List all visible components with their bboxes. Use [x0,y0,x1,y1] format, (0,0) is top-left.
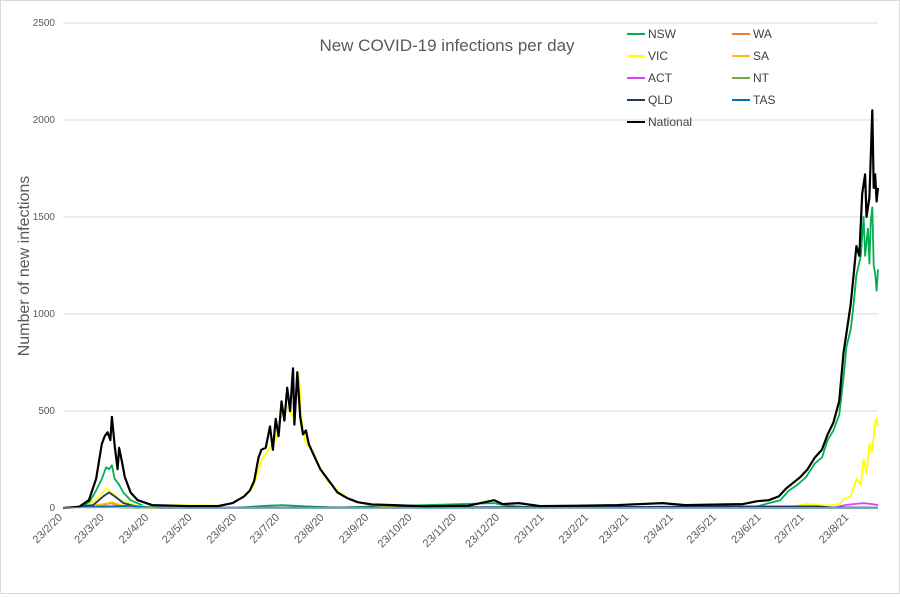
legend-item-act: ACT [627,71,673,85]
y-tick-label: 2000 [33,115,56,126]
legend-item-national: National [627,115,692,129]
y-tick-label: 2500 [33,18,56,29]
series-line-nsw [62,206,879,509]
legend-item-vic: VIC [627,49,668,63]
legend-item-tas: TAS [732,93,775,107]
x-tick-label: 23/8/21 [817,512,851,546]
legend: NSW WA VIC SA ACT NT QLD TAS National [627,27,775,129]
x-tick-label: 23/8/20 [292,512,326,546]
legend-item-qld: QLD [627,93,673,107]
x-tick-label: 23/2/21 [557,512,591,546]
legend-label: NSW [648,27,677,41]
series-line-qld [62,491,879,509]
series-lines [62,109,880,510]
legend-label: ACT [648,71,673,85]
legend-label: NT [753,71,770,85]
y-tick-label: 500 [38,406,55,417]
legend-item-wa: WA [732,27,772,41]
x-tick-label: 23/10/20 [376,512,415,551]
x-tick-label: 23/7/21 [772,512,806,546]
x-tick-label: 23/3/20 [72,512,106,546]
y-tick-labels: 0 500 1000 1500 2000 2500 [33,18,56,514]
series-line-national [62,109,880,510]
x-tick-labels: 23/2/20 23/3/20 23/4/20 23/5/20 23/6/20 23/7/… [31,512,852,551]
x-tick-label: 23/6/20 [205,512,239,546]
legend-label: VIC [648,49,668,63]
series-line-vic [62,371,879,509]
legend-label: National [648,115,692,129]
x-tick-label: 23/11/20 [421,512,459,550]
legend-label: QLD [648,93,673,107]
legend-label: WA [753,27,772,41]
x-tick-label: 23/5/20 [160,512,194,546]
gridlines [63,22,878,412]
x-tick-label: 23/7/20 [248,512,282,546]
x-tick-label: 23/1/21 [512,512,546,546]
legend-item-nt: NT [732,71,770,85]
x-tick-label: 23/12/20 [463,512,502,551]
x-tick-label: 23/3/21 [597,512,631,546]
legend-label: TAS [753,93,775,107]
legend-item-nsw: NSW [627,27,677,41]
chart-title: New COVID-19 infections per day [319,36,575,55]
x-tick-label: 23/4/21 [642,512,676,546]
y-tick-label: 1000 [33,309,56,320]
y-axis-label: Number of new infections [16,176,33,357]
x-tick-label: 23/2/20 [31,512,65,546]
legend-item-sa: SA [732,49,769,63]
y-tick-label: 1500 [33,212,56,223]
x-tick-label: 23/6/21 [729,512,763,546]
y-tick-label: 0 [49,503,55,514]
legend-label: SA [753,49,769,63]
x-tick-label: 23/9/20 [337,512,371,546]
x-tick-label: 23/5/21 [685,512,719,546]
x-tick-label: 23/4/20 [117,512,151,546]
